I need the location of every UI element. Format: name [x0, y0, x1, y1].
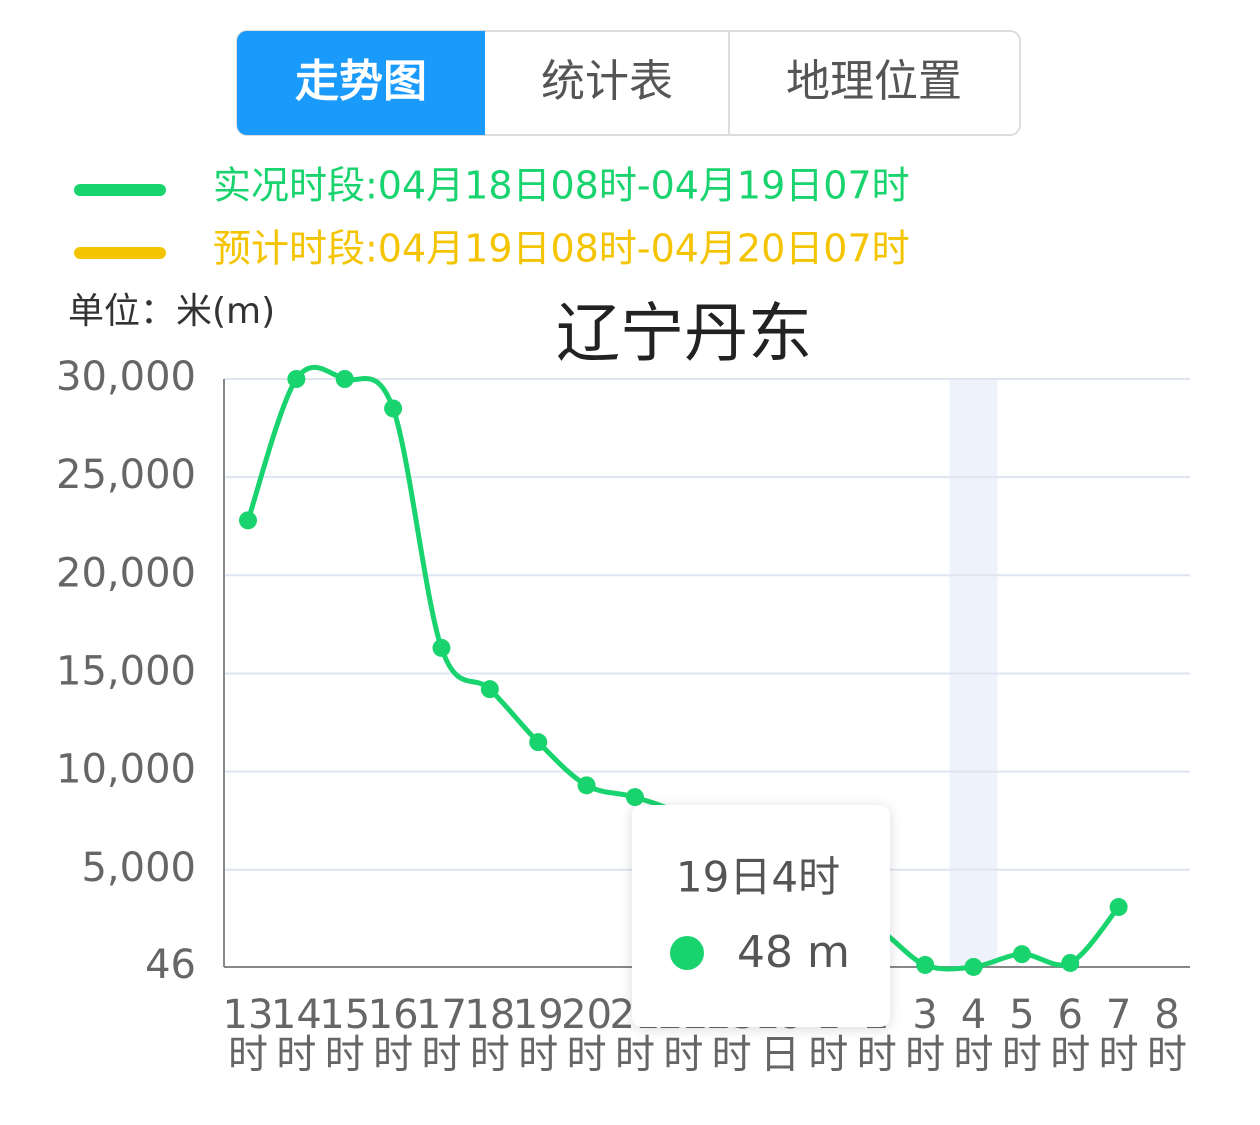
x-tick-label: 19 时	[513, 992, 564, 1078]
tab[interactable]: 走势图	[295, 56, 427, 107]
tab[interactable]: 地理位置	[786, 56, 962, 107]
x-tick-label: 13 时	[223, 992, 274, 1078]
data-point	[577, 776, 596, 795]
data-point	[480, 680, 499, 699]
y-tick-label: 46	[145, 942, 196, 988]
data-point	[1061, 953, 1080, 972]
tooltip	[632, 805, 890, 1027]
tab[interactable]: 统计表	[541, 56, 673, 107]
unit-label: 单位：米(m)	[68, 291, 275, 332]
y-tick-label: 25,000	[56, 452, 196, 498]
x-tick-label: 17 时	[416, 992, 467, 1078]
tooltip-dot	[670, 936, 704, 970]
x-tick-label: 18 时	[464, 992, 515, 1078]
data-point	[287, 370, 306, 388]
data-point	[529, 733, 548, 752]
data-point	[432, 638, 451, 657]
legend-label: 预计时段:04月19日08时-04月20日07时	[213, 227, 910, 271]
x-tick-label: 16 时	[368, 992, 419, 1078]
data-point	[384, 399, 403, 418]
y-tick-label: 20,000	[56, 550, 196, 596]
y-tick-label: 30,000	[56, 354, 196, 400]
data-point	[625, 788, 644, 807]
y-tick-label: 10,000	[56, 747, 196, 793]
data-point	[964, 957, 983, 976]
x-tick-label: 20 时	[561, 992, 612, 1078]
y-tick-label: 15,000	[56, 648, 196, 694]
data-point	[335, 370, 354, 388]
data-point	[916, 955, 935, 974]
chart-title: 辽宁丹东	[556, 298, 812, 372]
y-tick-label: 5,000	[81, 845, 196, 891]
tooltip-value: 48 m	[737, 927, 850, 978]
data-point	[1012, 945, 1031, 964]
tab-active[interactable]	[237, 31, 485, 135]
x-tick-label: 14 时	[271, 992, 322, 1078]
data-point	[1109, 898, 1128, 917]
x-tick-label: 15 时	[319, 992, 370, 1078]
legend-label: 实况时段:04月18日08时-04月19日07时	[213, 164, 910, 208]
tooltip-box	[632, 805, 890, 1027]
data-point	[239, 511, 257, 530]
tooltip-title: 19日4时	[676, 853, 840, 902]
